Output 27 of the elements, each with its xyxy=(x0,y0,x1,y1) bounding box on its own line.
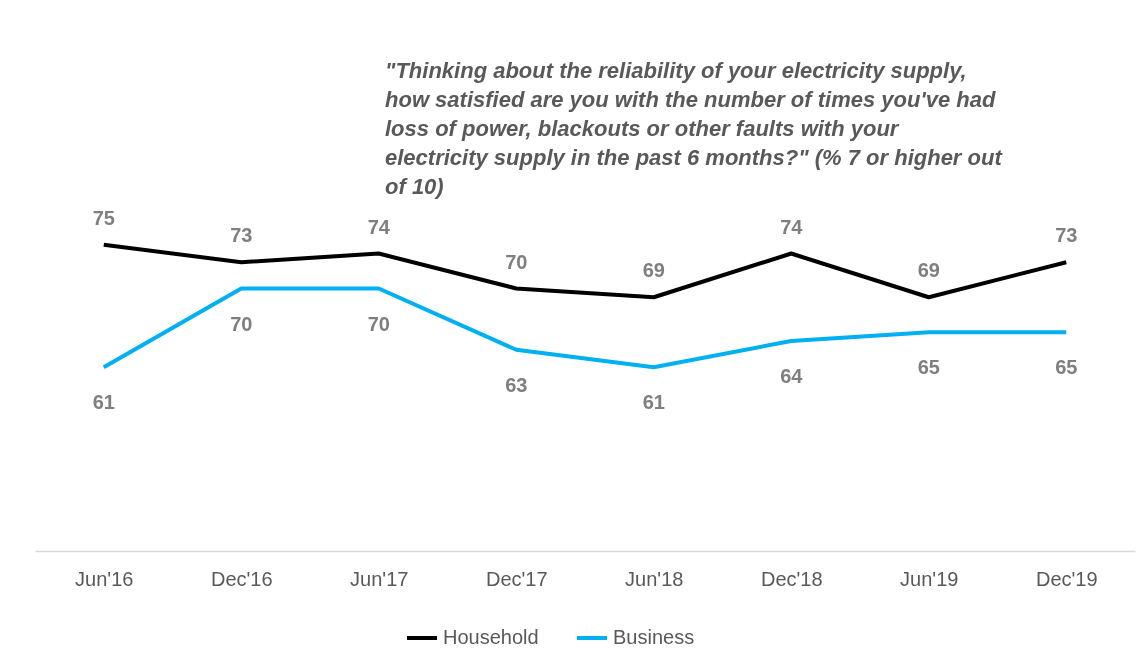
x-tick-label: Dec'16 xyxy=(210,567,273,590)
legend-label: Household xyxy=(443,626,539,648)
data-label: 70 xyxy=(230,312,253,335)
data-label: 74 xyxy=(367,215,391,238)
data-label: 70 xyxy=(505,250,528,273)
x-tick-label: Dec'17 xyxy=(485,567,548,590)
data-label: 61 xyxy=(642,391,665,414)
x-tick-label: Dec'18 xyxy=(760,567,823,590)
data-label: 65 xyxy=(1055,356,1078,379)
data-label: 61 xyxy=(92,391,115,414)
data-label: 63 xyxy=(505,373,528,396)
chart-title: "Thinking about the reliability of your electricity supply, how satisfied are you with the number of times you've had loss of power, blackouts or other faults with your electricity supply in the past 6 months?" (% 7 or higher out of 10) xyxy=(385,58,1004,199)
legend-label: Business xyxy=(613,626,695,648)
data-label: 69 xyxy=(642,259,665,282)
x-tick-label: Jun'18 xyxy=(625,567,684,590)
x-tick-label: Jun'16 xyxy=(75,567,134,590)
data-label: 69 xyxy=(917,259,940,282)
data-label: 70 xyxy=(367,312,390,335)
x-tick-label: Jun'17 xyxy=(350,567,409,590)
data-label: 74 xyxy=(780,215,804,238)
data-label: 73 xyxy=(1055,224,1078,247)
data-label: 73 xyxy=(230,224,253,247)
data-label: 75 xyxy=(92,206,115,229)
data-label: 65 xyxy=(917,356,940,379)
data-label: 64 xyxy=(780,365,804,387)
x-tick-label: Dec'19 xyxy=(1035,567,1098,590)
x-tick-label: Jun'19 xyxy=(900,567,959,590)
